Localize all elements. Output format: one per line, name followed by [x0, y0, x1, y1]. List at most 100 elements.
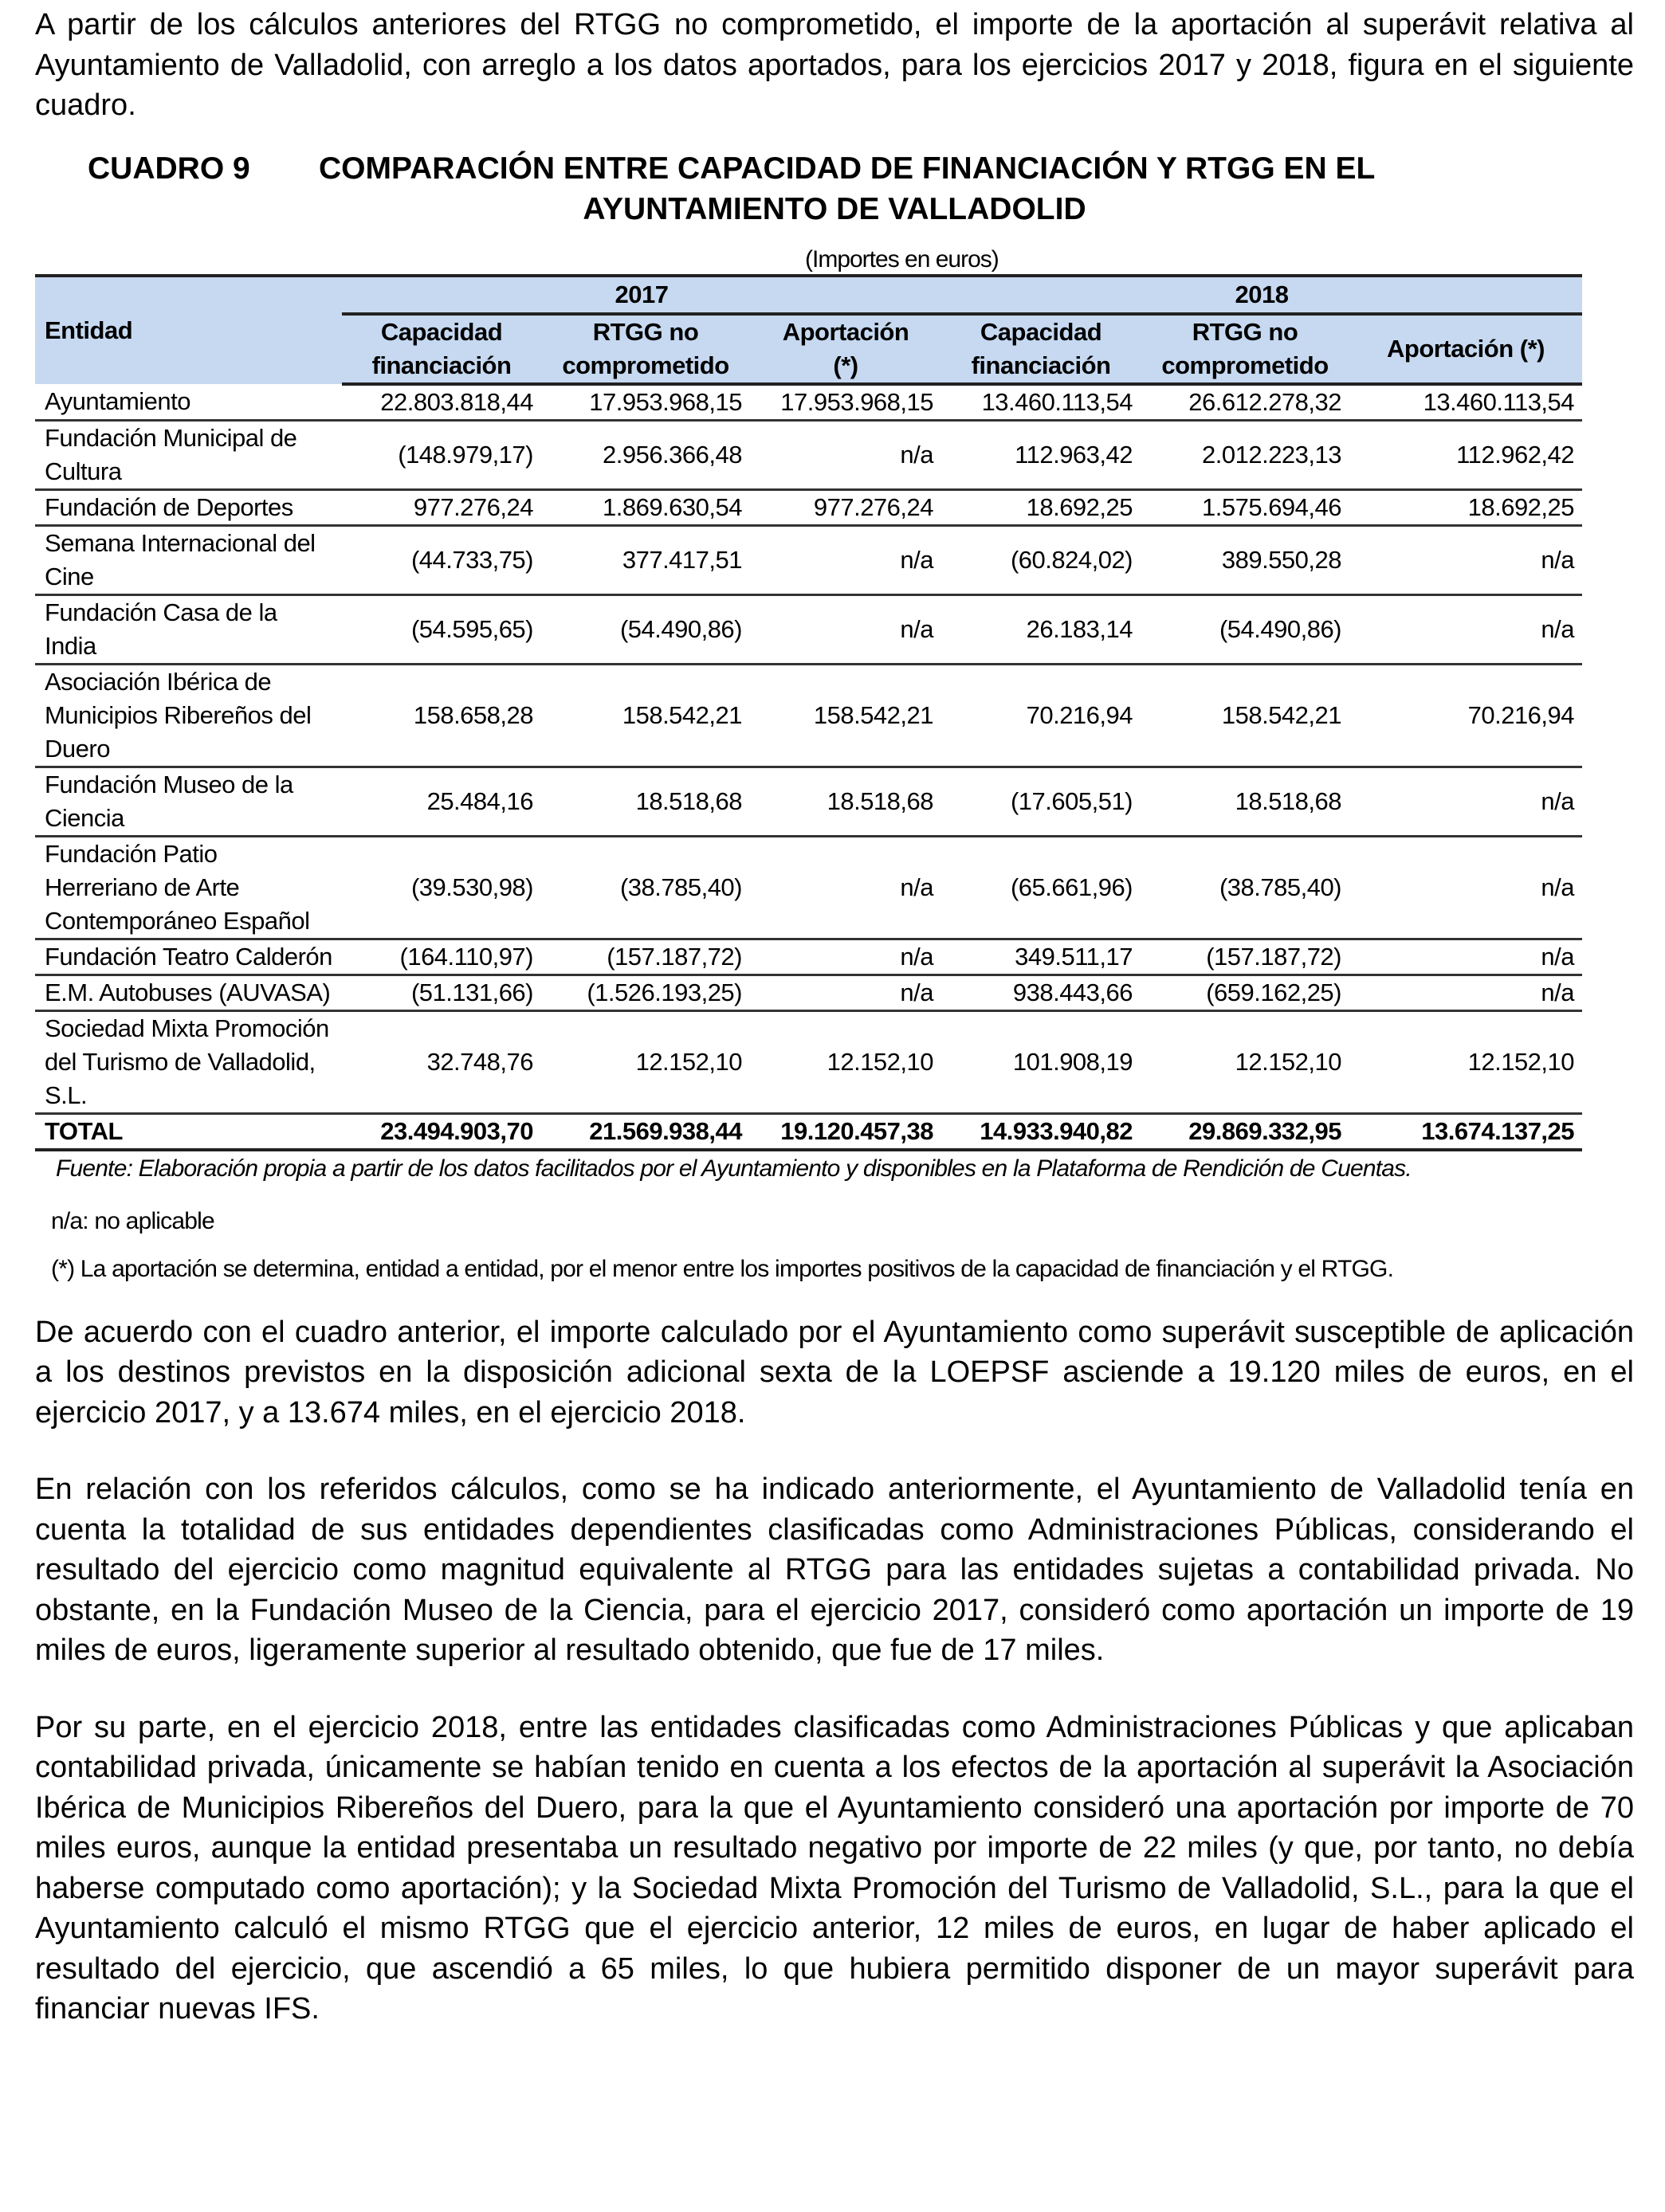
value-cell: 32.748,76	[342, 1010, 541, 1115]
column-header-line: Aportación (*)	[1387, 334, 1545, 363]
value-cell: 389.550,28	[1141, 525, 1350, 596]
value-cell: (148.979,17)	[342, 420, 541, 491]
column-header-line: comprometido	[562, 351, 729, 379]
table-row: Fundación Teatro Calderón (164.110,97) (15…	[35, 939, 1583, 976]
asterisk-note: (*) La aportación se determina, entidad …	[51, 1255, 1394, 1282]
column-header-line: financiación	[371, 351, 512, 379]
value-cell: 112.963,42	[941, 420, 1141, 491]
value-cell: n/a	[750, 525, 942, 596]
entity-cell: Fundación Museo de la Ciencia	[35, 767, 342, 837]
value-cell: 12.152,10	[750, 1010, 942, 1115]
value-cell: 18.518,68	[541, 767, 750, 837]
value-cell: (164.110,97)	[342, 939, 541, 976]
comparison-table: Entidad 2017 2018 Capacidad financiación R…	[35, 273, 1583, 1151]
value-cell: n/a	[750, 939, 942, 976]
value-cell: (60.824,02)	[941, 525, 1141, 596]
value-cell: 349.511,17	[941, 939, 1141, 976]
value-cell: (54.490,86)	[1141, 594, 1350, 665]
column-header: Aportación (*)	[1349, 313, 1583, 386]
entity-cell: Fundación Casa de la India	[35, 594, 342, 665]
entity-header: Entidad	[35, 273, 342, 384]
value-cell: (51.131,66)	[342, 975, 541, 1012]
value-cell: 17.953.968,15	[541, 383, 750, 422]
entity-cell: Sociedad Mixta Promoción del Turismo de …	[35, 1010, 342, 1115]
column-header-line: financiación	[971, 351, 1111, 379]
value-cell: n/a	[1349, 836, 1583, 940]
column-header-line: (*)	[833, 351, 858, 379]
value-cell: 17.953.968,15	[750, 383, 942, 422]
value-cell: (38.785,40)	[541, 836, 750, 940]
value-cell: 101.908,19	[941, 1010, 1141, 1115]
entity-cell: Ayuntamiento	[35, 383, 342, 422]
na-note: n/a: no aplicable	[51, 1207, 215, 1234]
value-cell: (54.490,86)	[541, 594, 750, 665]
column-header: Capacidad financiación	[941, 313, 1141, 386]
entity-cell: Fundación de Deportes	[35, 489, 342, 527]
value-cell: 1.869.630,54	[541, 489, 750, 527]
total-row: TOTAL 23.494.903,70 21.569.938,44 19.120.45…	[35, 1112, 1583, 1151]
value-cell: (157.187,72)	[541, 939, 750, 976]
value-cell: n/a	[1349, 975, 1583, 1012]
value-cell: 13.674.137,25	[1349, 1112, 1583, 1151]
table-row: Semana Internacional del Cine (44.733,75)…	[35, 525, 1583, 596]
value-cell: n/a	[750, 420, 942, 491]
value-cell: 12.152,10	[1349, 1010, 1583, 1115]
column-header-line: Capacidad	[980, 317, 1102, 346]
value-cell: 158.542,21	[541, 664, 750, 768]
table-number: CUADRO 9	[88, 151, 250, 186]
value-cell: n/a	[750, 594, 942, 665]
column-header: Capacidad financiación	[342, 313, 541, 386]
value-cell: 18.518,68	[1141, 767, 1350, 837]
value-cell: (65.661,96)	[941, 836, 1141, 940]
value-cell: n/a	[1349, 525, 1583, 596]
value-cell: (54.595,65)	[342, 594, 541, 665]
value-cell: n/a	[1349, 939, 1583, 976]
entity-cell: Fundación Patio Herreriano de Arte Conte…	[35, 836, 342, 940]
value-cell: 18.692,25	[941, 489, 1141, 527]
value-cell: 13.460.113,54	[1349, 383, 1583, 422]
value-cell: (38.785,40)	[1141, 836, 1350, 940]
table-row: E.M. Autobuses (AUVASA) (51.131,66) (1.526…	[35, 975, 1583, 1012]
document-page: A partir de los cálculos anteriores del …	[35, 8, 1634, 2026]
table-row: Fundación Casa de la India (54.595,65) (54…	[35, 594, 1583, 665]
value-cell: (44.733,75)	[342, 525, 541, 596]
value-cell: (1.526.193,25)	[541, 975, 750, 1012]
value-cell: (17.605,51)	[941, 767, 1141, 837]
value-cell: n/a	[1349, 767, 1583, 837]
value-cell: 18.692,25	[1349, 489, 1583, 527]
paragraph-2: De acuerdo con el cuadro anterior, el im…	[35, 1315, 1634, 1430]
column-header: RTGG no comprometido	[541, 313, 750, 386]
value-cell: 23.494.903,70	[342, 1112, 541, 1151]
source-note: Fuente: Elaboración propia a partir de l…	[56, 1155, 1412, 1182]
value-cell: 977.276,24	[750, 489, 942, 527]
table-row: Fundación de Deportes 977.276,24 1.869.630…	[35, 489, 1583, 527]
value-cell: n/a	[1349, 594, 1583, 665]
column-header: RTGG no comprometido	[1141, 313, 1350, 386]
value-cell: 19.120.457,38	[750, 1112, 942, 1151]
table-row: Fundación Patio Herreriano de Arte Conte…	[35, 836, 1583, 940]
table-row: Ayuntamiento 22.803.818,44 17.953.968,15 17…	[35, 383, 1583, 422]
value-cell: 158.542,21	[750, 664, 942, 768]
column-header-line: comprometido	[1161, 351, 1329, 379]
entity-cell: Asociación Ibérica de Municipios Ribereñ…	[35, 664, 342, 768]
value-cell: n/a	[750, 975, 942, 1012]
value-cell: 158.542,21	[1141, 664, 1350, 768]
value-cell: 12.152,10	[541, 1010, 750, 1115]
value-cell: 26.612.278,32	[1141, 383, 1350, 422]
value-cell: 13.460.113,54	[941, 383, 1141, 422]
value-cell: 70.216,94	[1349, 664, 1583, 768]
table-row: Sociedad Mixta Promoción del Turismo de …	[35, 1010, 1583, 1115]
value-cell: 2.012.223,13	[1141, 420, 1350, 491]
paragraph-4: Por su parte, en el ejercicio 2018, entr…	[35, 1710, 1634, 2026]
value-cell: 29.869.332,95	[1141, 1112, 1350, 1151]
intro-paragraph: A partir de los cálculos anteriores del …	[35, 8, 1634, 122]
entity-cell: TOTAL	[35, 1112, 342, 1151]
entity-cell: Fundación Teatro Calderón	[35, 939, 342, 976]
table-title: CUADRO 9 COMPARACIÓN ENTRE CAPACIDAD DE F…	[35, 148, 1634, 229]
table-title-line2: AYUNTAMIENTO DE VALLADOLID	[583, 191, 1086, 226]
table-row: Asociación Ibérica de Municipios Ribereñ…	[35, 664, 1583, 768]
value-cell: 70.216,94	[941, 664, 1141, 768]
entity-cell: Fundación Municipal de Cultura	[35, 420, 342, 491]
value-cell: 938.443,66	[941, 975, 1141, 1012]
value-cell: 1.575.694,46	[1141, 489, 1350, 527]
